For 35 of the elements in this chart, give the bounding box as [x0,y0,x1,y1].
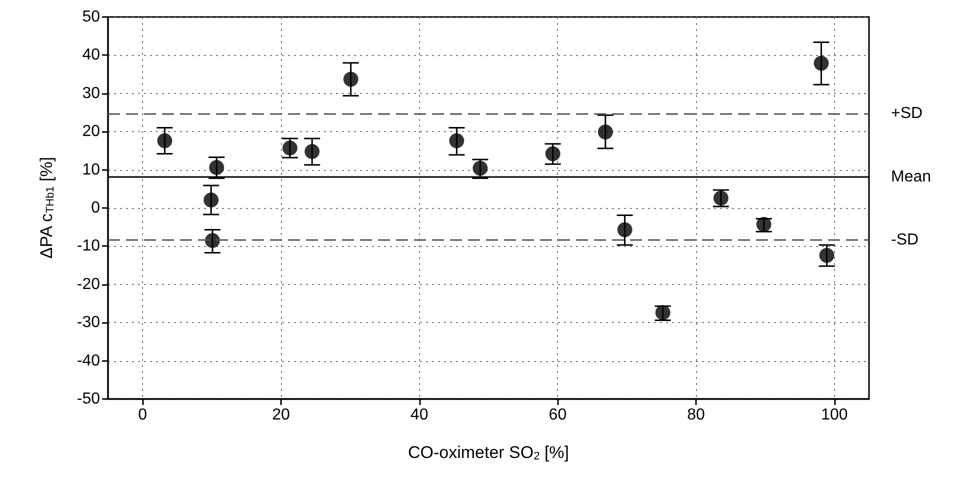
point [449,133,464,148]
point [814,56,829,71]
point [204,232,220,248]
y-tick-label: 20 [82,123,100,140]
x-tick-label: 80 [687,406,706,424]
point [209,160,224,176]
y-tick-label: -30 [76,314,100,332]
point [545,146,560,162]
x-tick-label: 20 [272,406,290,424]
x-tick-label: 40 [410,406,428,424]
y-tick-label: -20 [76,276,100,293]
y-tick-label: -50 [76,390,100,408]
x-tick-label: 100 [821,406,848,424]
y-tick-label: 10 [82,161,100,178]
point [819,248,834,263]
x-tick-label: 60 [548,406,567,424]
point [282,140,298,156]
y-tick-label: 50 [82,8,100,26]
ref-line-label: Mean [891,168,932,186]
point [617,222,632,238]
point [472,160,488,176]
ref-line-label: +SD [891,105,923,122]
point [598,124,613,140]
x-tick-label: 0 [138,406,148,424]
y-tick-label: 0 [91,200,100,216]
y-tick-label: 30 [82,84,100,102]
point [157,133,172,148]
point [304,144,320,159]
y-tick-label: -40 [76,352,100,370]
y-tick-label: 40 [82,46,100,64]
y-tick-label: -10 [76,238,100,255]
ref-line-label: -SD [891,232,919,249]
point [343,72,358,87]
point [204,192,219,208]
y-axis-title: ΔPA cTHb1 [%] [37,156,56,259]
